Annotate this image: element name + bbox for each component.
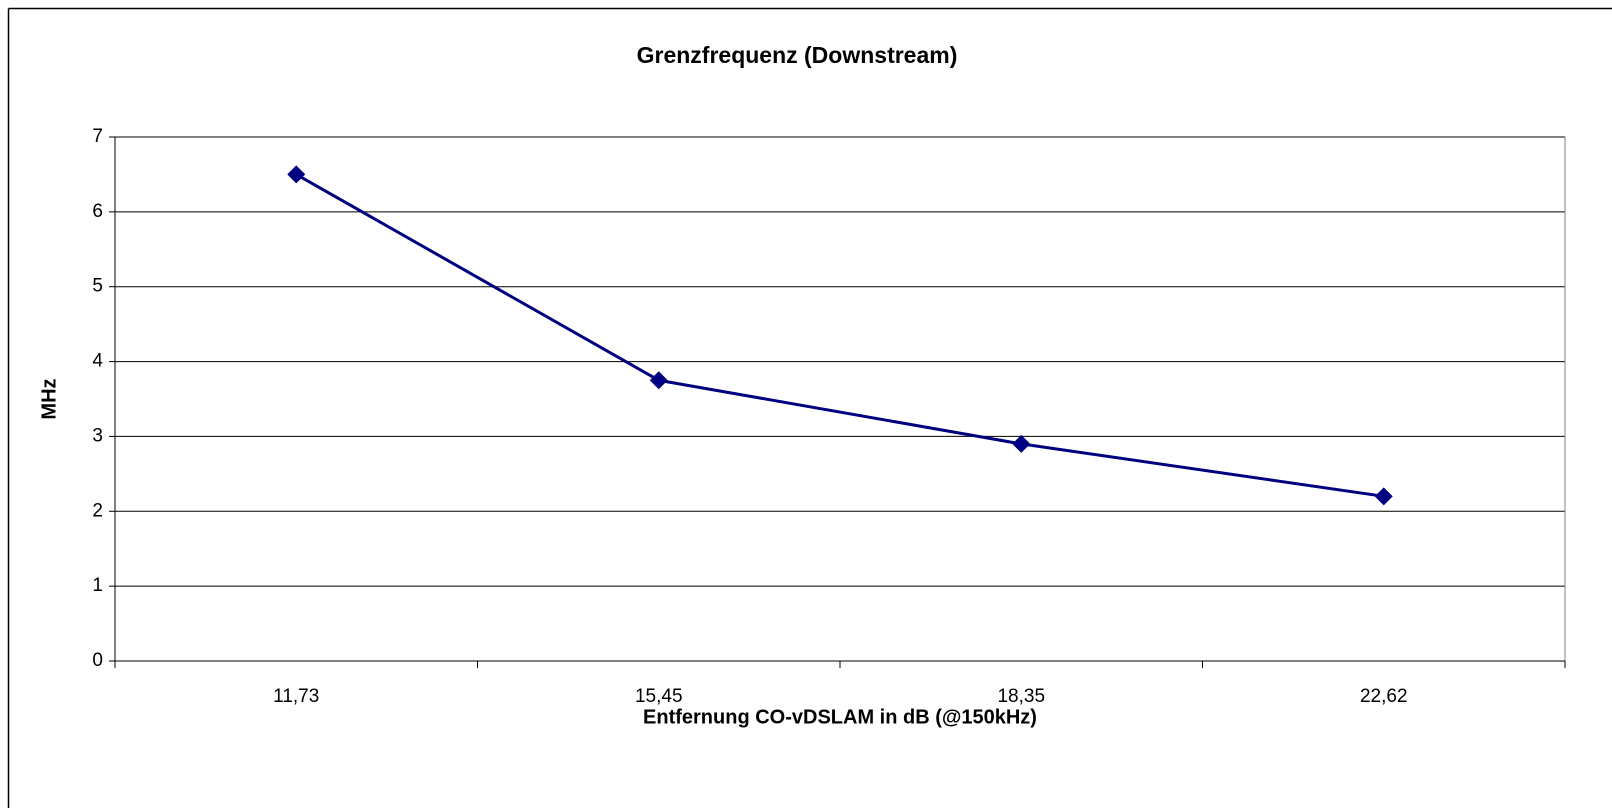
y-tick-label: 7 — [92, 126, 103, 147]
y-tick-label: 2 — [92, 500, 103, 521]
x-tick-label: 15,45 — [635, 686, 683, 707]
x-tick-label: 18,35 — [997, 686, 1045, 707]
y-tick-label: 3 — [92, 425, 103, 446]
x-axis-title: Entfernung CO-vDSLAM in dB (@150kHz) — [643, 706, 1037, 728]
data-point — [287, 165, 306, 184]
data-point — [1012, 434, 1031, 453]
y-tick-label: 6 — [92, 201, 103, 222]
data-line — [295, 173, 1384, 498]
y-tick-label: 4 — [92, 351, 103, 372]
data-point — [649, 371, 668, 390]
y-tick-label: 5 — [92, 276, 103, 297]
x-tick-label: 22,62 — [1360, 686, 1408, 707]
y-axis-title: MHz — [38, 378, 60, 419]
chart-title: Grenzfrequenz (Downstream) — [637, 42, 958, 68]
data-point — [1374, 487, 1393, 506]
y-tick-label: 1 — [92, 575, 103, 596]
y-tick-label: 0 — [92, 650, 103, 671]
x-tick-label: 11,73 — [273, 686, 319, 707]
